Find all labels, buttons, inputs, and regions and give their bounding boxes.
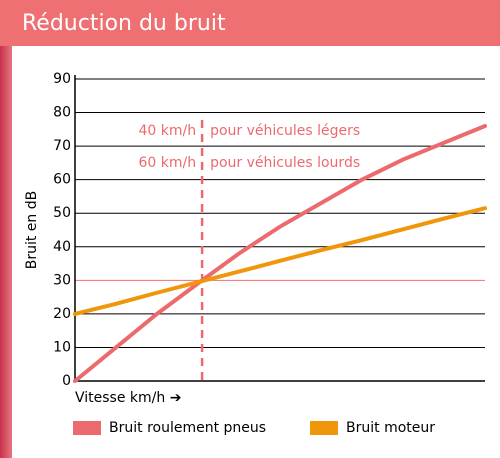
- y-tick-label: 20: [53, 306, 71, 322]
- legend-swatch: [73, 421, 101, 435]
- y-tick-label: 90: [53, 71, 71, 87]
- y-tick-label: 0: [62, 373, 71, 389]
- x-axis-label: Vitesse km/h ➔: [75, 390, 182, 406]
- screen: Réduction du bruit 0 10 20 30 40 50 60 70 80 90 Br…: [0, 0, 500, 458]
- page: Réduction du bruit 0 10 20 30 40 50 60 70 80 90 Br…: [0, 0, 500, 458]
- y-tick-label: 80: [53, 105, 71, 121]
- y-tick-label: 40: [53, 239, 71, 255]
- y-tick-label: 10: [53, 339, 71, 355]
- y-tick-label: 30: [53, 272, 71, 288]
- annotation: pour véhicules légers: [210, 123, 360, 139]
- annotation: pour véhicules lourds: [210, 155, 360, 171]
- legend-swatch: [310, 421, 338, 435]
- title: Réduction du bruit: [22, 11, 226, 36]
- annotation: 60 km/h: [138, 155, 196, 171]
- annotation: 40 km/h: [138, 123, 196, 139]
- y-axis-label: Bruit en dB: [24, 191, 40, 270]
- legend-label: Bruit moteur: [346, 420, 435, 436]
- y-tick-label: 70: [53, 138, 71, 154]
- y-tick-label: 50: [53, 205, 71, 221]
- legend-label: Bruit roulement pneus: [109, 420, 266, 436]
- y-tick-label: 60: [53, 172, 71, 188]
